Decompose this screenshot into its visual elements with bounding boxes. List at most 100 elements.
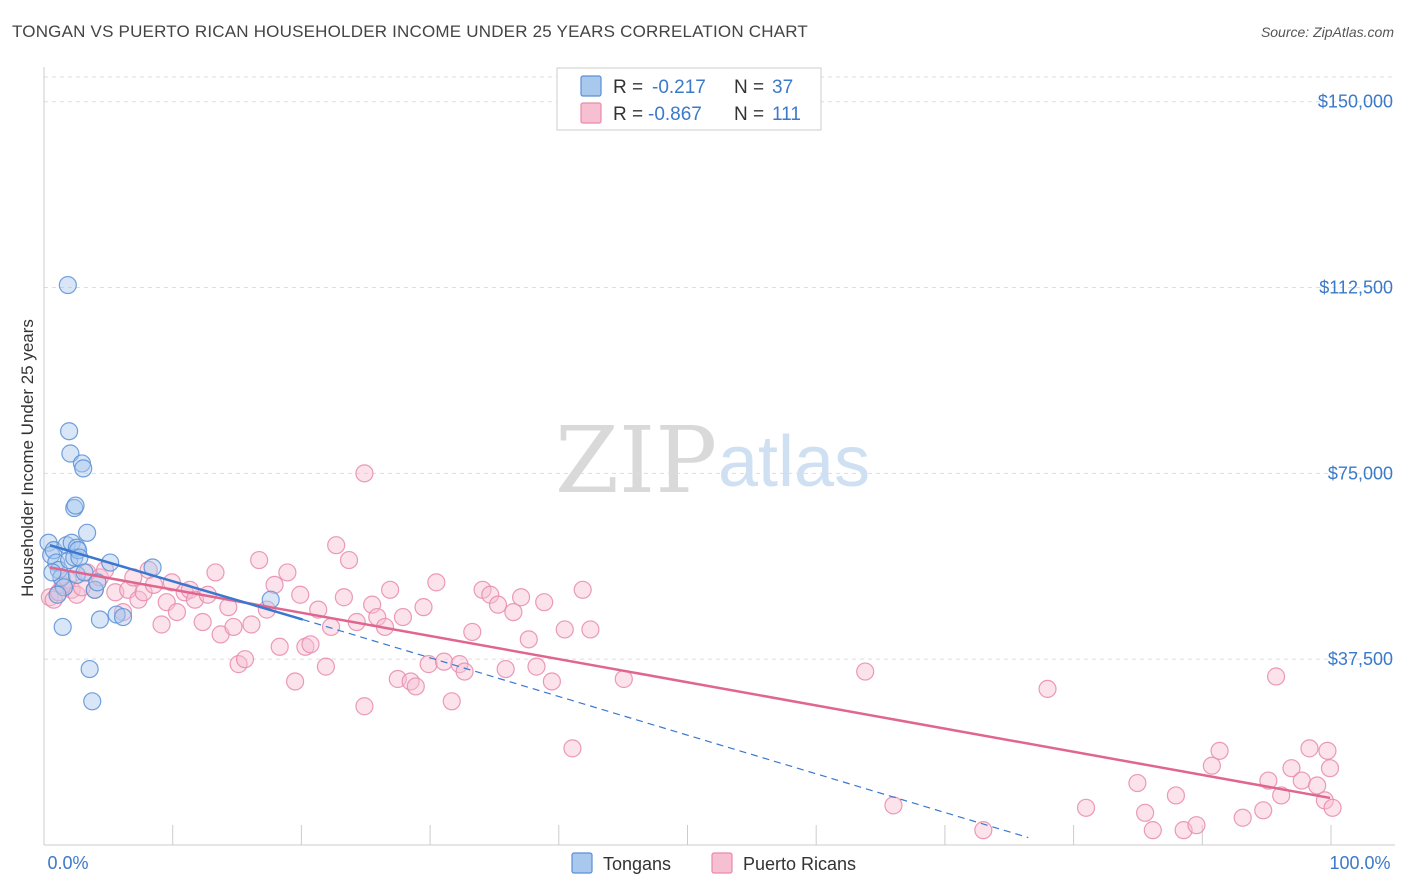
puerto-rican-point-75 bbox=[519, 630, 538, 649]
puerto-rican-point-99 bbox=[1254, 801, 1273, 820]
legend-r-value-tongans: -0.217 bbox=[652, 77, 706, 98]
watermark-zip: ZIP bbox=[555, 407, 717, 514]
puerto-rican-point-96 bbox=[1202, 756, 1221, 775]
puerto-rican-point-20 bbox=[152, 615, 171, 634]
legend-n-label-tongans: N = bbox=[734, 77, 764, 98]
tongan-point-24 bbox=[74, 459, 93, 478]
axes bbox=[43, 67, 1395, 846]
puerto-rican-point-60 bbox=[406, 677, 425, 696]
tongan-point-13 bbox=[48, 585, 67, 604]
puerto-rican-point-27 bbox=[193, 612, 212, 632]
puerto-rican-point-93 bbox=[1166, 786, 1186, 805]
tongan-point-34 bbox=[113, 607, 133, 627]
legend-swatch-puerto-ricans bbox=[580, 102, 602, 124]
puerto-rican-point-98 bbox=[1233, 808, 1252, 827]
puerto-rican-point-50 bbox=[339, 550, 359, 570]
puerto-rican-point-46 bbox=[316, 657, 336, 676]
puerto-rican-point-36 bbox=[250, 550, 269, 570]
puerto-rican-point-82 bbox=[581, 620, 600, 639]
puerto-rican-point-103 bbox=[1282, 759, 1301, 778]
puerto-rican-trend-line bbox=[49, 566, 1331, 800]
y-tick-labels: $37,500 $75,000 $112,500 $150,000 bbox=[1318, 92, 1393, 669]
tongan-point-30 bbox=[88, 573, 107, 592]
puerto-rican-point-78 bbox=[542, 672, 561, 691]
legend-n-value-puerto-ricans: 111 bbox=[772, 104, 801, 125]
bottom-legend-swatch-tongans bbox=[571, 852, 593, 874]
puerto-rican-point-73 bbox=[504, 602, 523, 622]
puerto-rican-point-56 bbox=[381, 580, 400, 599]
puerto-rican-point-85 bbox=[856, 662, 875, 681]
legend-r-value-puerto-ricans: -0.867 bbox=[648, 104, 702, 125]
puerto-rican-point-42 bbox=[291, 585, 310, 604]
puerto-rican-point-102 bbox=[1272, 786, 1291, 805]
puerto-rican-point-90 bbox=[1128, 773, 1147, 793]
puerto-rican-point-76 bbox=[527, 657, 546, 676]
bottom-legend-swatch-puerto-ricans bbox=[711, 852, 733, 874]
tongan-point-6 bbox=[54, 578, 74, 597]
puerto-rican-point-106 bbox=[1308, 776, 1327, 795]
bottom-legend-puerto-ricans: Puerto Ricans bbox=[743, 854, 856, 874]
puerto-rican-point-41 bbox=[285, 672, 305, 691]
legend-r-label-puerto-ricans: R = bbox=[613, 104, 643, 125]
puerto-rican-point-32 bbox=[224, 617, 243, 637]
puerto-rican-point-80 bbox=[563, 739, 582, 758]
puerto-rican-point-29 bbox=[206, 563, 225, 582]
x-ticks bbox=[43, 825, 1332, 845]
bottom-legend-tongans: Tongans bbox=[603, 854, 671, 874]
puerto-rican-point-52 bbox=[355, 697, 374, 716]
watermark: ZIP atlas bbox=[555, 407, 870, 514]
y-tick-label-0: $37,500 bbox=[1328, 649, 1393, 669]
puerto-rican-point-68 bbox=[463, 622, 482, 642]
trend-lines bbox=[49, 543, 1331, 839]
tongan-trend-line bbox=[49, 543, 304, 621]
puerto-rican-point-34 bbox=[235, 650, 255, 669]
puerto-rican-point-49 bbox=[334, 588, 353, 607]
tongan-point-31 bbox=[90, 610, 110, 629]
puerto-rican-point-35 bbox=[242, 615, 261, 634]
legend-r-label-tongans: R = bbox=[613, 77, 643, 98]
puerto-rican-point-39 bbox=[270, 637, 289, 656]
puerto-rican-point-70 bbox=[481, 585, 500, 604]
tongan-point-12 bbox=[43, 563, 62, 582]
y-tick-label-1: $75,000 bbox=[1328, 463, 1393, 483]
puerto-rican-point-101 bbox=[1266, 667, 1286, 686]
puerto-rican-point-109 bbox=[1320, 759, 1340, 778]
legend-swatch-tongans bbox=[580, 75, 602, 97]
tongan-point-17 bbox=[61, 444, 80, 463]
gridlines bbox=[44, 76, 1395, 660]
puerto-rican-point-23 bbox=[167, 602, 187, 622]
puerto-rican-point-84 bbox=[355, 464, 374, 483]
puerto-rican-point-79 bbox=[555, 620, 574, 639]
chart-title: TONGAN VS PUERTO RICAN HOUSEHOLDER INCOM… bbox=[12, 22, 809, 41]
puerto-rican-point-67 bbox=[455, 662, 474, 681]
puerto-rican-point-38 bbox=[265, 575, 284, 594]
puerto-rican-point-65 bbox=[442, 692, 461, 711]
puerto-rican-point-58 bbox=[393, 607, 413, 627]
puerto-rican-point-108 bbox=[1318, 741, 1337, 760]
correlation-legend: R = -0.217 N = 37 R = -0.867 N = 111 bbox=[556, 67, 822, 131]
puerto-rican-point-104 bbox=[1292, 771, 1311, 790]
tongan-point-26 bbox=[77, 523, 97, 542]
y-tick-label-2: $112,500 bbox=[1319, 278, 1393, 298]
puerto-rican-point-40 bbox=[278, 563, 297, 582]
series-tongans bbox=[39, 275, 280, 711]
puerto-rican-point-95 bbox=[1187, 816, 1206, 835]
legend-n-value-tongans: 37 bbox=[772, 77, 793, 98]
puerto-rican-point-97 bbox=[1210, 741, 1229, 760]
x-tick-label-0: 0.0% bbox=[47, 853, 88, 873]
puerto-rican-point-62 bbox=[419, 655, 438, 674]
puerto-rican-point-47 bbox=[321, 617, 341, 637]
tongan-point-27 bbox=[80, 659, 99, 679]
puerto-rican-point-72 bbox=[496, 659, 515, 679]
puerto-rican-point-77 bbox=[535, 593, 554, 612]
puerto-rican-point-61 bbox=[414, 598, 433, 617]
tongan-point-16 bbox=[60, 422, 79, 441]
puerto-rican-point-44 bbox=[301, 635, 320, 654]
puerto-rican-point-81 bbox=[573, 580, 592, 599]
puerto-rican-point-89 bbox=[1076, 798, 1096, 817]
tongan-point-14 bbox=[53, 617, 72, 637]
puerto-rican-point-86 bbox=[884, 796, 903, 815]
series-legend: Tongans Puerto Ricans bbox=[571, 852, 856, 874]
series-puerto-ricans bbox=[40, 464, 1342, 840]
